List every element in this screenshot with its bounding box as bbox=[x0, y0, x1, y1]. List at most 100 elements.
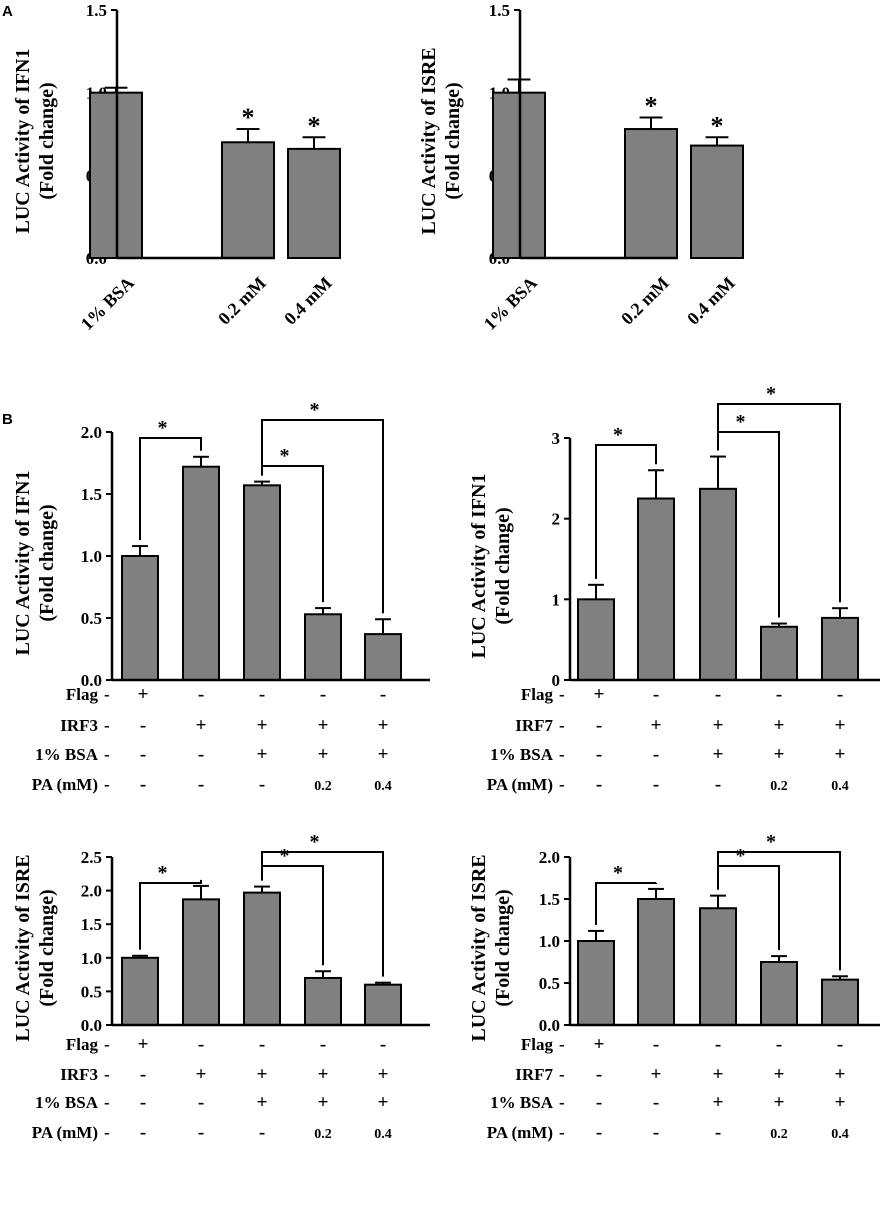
condition-mark: + bbox=[594, 684, 605, 705]
significance-bracket bbox=[261, 419, 384, 614]
condition-row-label: IRF3 bbox=[60, 716, 98, 735]
condition-mark: - bbox=[198, 684, 204, 705]
condition-mark: + bbox=[713, 1064, 724, 1085]
y-axis-label: LUC Activity of ISRE bbox=[12, 854, 34, 1041]
y-tick-label: 2.0 bbox=[539, 848, 560, 867]
condition-mark: + bbox=[196, 1064, 207, 1085]
condition-mark: + bbox=[713, 1092, 724, 1113]
chart-6: 0.0 0.5 1.0 1.5 2.0 LUC Activity of ISRE (Fold… bbox=[468, 831, 880, 1143]
condition-mark: + bbox=[138, 684, 149, 705]
y-tick-label: 1.0 bbox=[539, 932, 560, 951]
condition-mark: + bbox=[774, 715, 785, 736]
condition-row-label: Flag bbox=[521, 1035, 554, 1054]
bracket-star: * bbox=[736, 411, 746, 433]
bracket-star: * bbox=[158, 862, 168, 884]
condition-mark: + bbox=[318, 715, 329, 736]
condition-mark: - bbox=[380, 684, 386, 705]
bar bbox=[121, 956, 159, 1026]
condition-mark: 0.2 bbox=[314, 779, 332, 794]
condition-mark: + bbox=[713, 715, 724, 736]
bar bbox=[182, 898, 220, 1026]
y-axis-label-units: (Fold change) bbox=[36, 504, 58, 621]
condition-row-dash: - bbox=[104, 745, 110, 764]
y-tick-label: 1.0 bbox=[81, 949, 102, 968]
significance-bracket bbox=[139, 879, 202, 950]
chart-4: 0 1 2 3 LUC Activity of IFN1 (Fold change) * * *… bbox=[468, 383, 880, 795]
bar bbox=[699, 487, 737, 681]
condition-mark: + bbox=[318, 1092, 329, 1113]
significance-star: * bbox=[711, 111, 724, 140]
condition-mark: 0.4 bbox=[374, 1127, 392, 1142]
condition-mark: - bbox=[715, 684, 721, 705]
condition-mark: + bbox=[378, 744, 389, 765]
bar bbox=[243, 891, 281, 1027]
condition-mark: - bbox=[837, 1034, 843, 1055]
condition-mark: 0.2 bbox=[314, 1127, 332, 1142]
condition-mark: 0.4 bbox=[831, 1127, 849, 1142]
condition-mark: - bbox=[653, 1034, 659, 1055]
y-axis-label-units: (Fold change) bbox=[492, 889, 514, 1006]
bar bbox=[821, 616, 859, 681]
condition-row-dash: - bbox=[104, 775, 110, 794]
condition-row-label: PA (mM) bbox=[487, 1123, 553, 1142]
condition-mark: + bbox=[774, 1064, 785, 1085]
condition-mark: - bbox=[776, 1034, 782, 1055]
y-tick-label: 3 bbox=[552, 429, 561, 448]
bracket-star: * bbox=[310, 399, 320, 421]
x-tick-label: 1% BSA bbox=[480, 273, 541, 334]
condition-mark: + bbox=[138, 1034, 149, 1055]
condition-mark: - bbox=[653, 684, 659, 705]
y-axis-label: LUC Activity of ISRE bbox=[468, 854, 490, 1041]
bar bbox=[364, 983, 402, 1026]
condition-row-label: Flag bbox=[66, 1035, 99, 1054]
condition-mark: - bbox=[320, 684, 326, 705]
condition-row-dash: - bbox=[104, 685, 110, 704]
condition-mark: - bbox=[140, 715, 146, 736]
condition-mark: + bbox=[257, 1092, 268, 1113]
bar bbox=[577, 598, 615, 681]
condition-mark: + bbox=[651, 715, 662, 736]
y-axis-label-units: (Fold change) bbox=[36, 82, 58, 199]
condition-row-dash: - bbox=[559, 1093, 565, 1112]
y-axis-label: LUC Activity of IFN1 bbox=[12, 49, 34, 234]
y-tick-label: 2.0 bbox=[81, 882, 102, 901]
condition-mark: - bbox=[776, 684, 782, 705]
condition-mark: + bbox=[318, 744, 329, 765]
condition-mark: - bbox=[198, 774, 204, 795]
y-tick-label: 2.0 bbox=[81, 423, 102, 442]
significance-bracket bbox=[261, 851, 384, 977]
x-tick-label: 0.2 mM bbox=[617, 273, 673, 329]
condition-mark: + bbox=[196, 715, 207, 736]
condition-mark: + bbox=[378, 1064, 389, 1085]
condition-mark: - bbox=[596, 1092, 602, 1113]
condition-mark: - bbox=[198, 1092, 204, 1113]
condition-row-dash: - bbox=[559, 1123, 565, 1142]
condition-mark: - bbox=[653, 1092, 659, 1113]
y-tick-label: 1.0 bbox=[81, 547, 102, 566]
significance-star: * bbox=[645, 91, 658, 120]
bar bbox=[182, 465, 220, 681]
condition-mark: + bbox=[594, 1034, 605, 1055]
condition-mark: + bbox=[378, 715, 389, 736]
y-tick-label: 1.5 bbox=[539, 890, 560, 909]
bracket-star: * bbox=[766, 831, 776, 853]
condition-row-label: IRF7 bbox=[515, 716, 553, 735]
significance-bracket bbox=[717, 403, 841, 603]
y-axis-label: LUC Activity of IFN1 bbox=[468, 474, 490, 659]
y-tick-label: 0.5 bbox=[81, 982, 102, 1001]
y-tick-label: 1.5 bbox=[86, 1, 107, 20]
condition-mark: + bbox=[257, 1064, 268, 1085]
bracket-star: * bbox=[613, 424, 623, 446]
condition-mark: + bbox=[257, 715, 268, 736]
bar bbox=[577, 940, 615, 1026]
condition-row-dash: - bbox=[104, 1035, 110, 1054]
bar bbox=[690, 144, 744, 259]
y-axis-label-units: (Fold change) bbox=[492, 507, 514, 624]
condition-mark: + bbox=[318, 1064, 329, 1085]
condition-row-label: Flag bbox=[66, 685, 99, 704]
condition-mark: - bbox=[320, 1034, 326, 1055]
condition-mark: - bbox=[140, 1064, 146, 1085]
